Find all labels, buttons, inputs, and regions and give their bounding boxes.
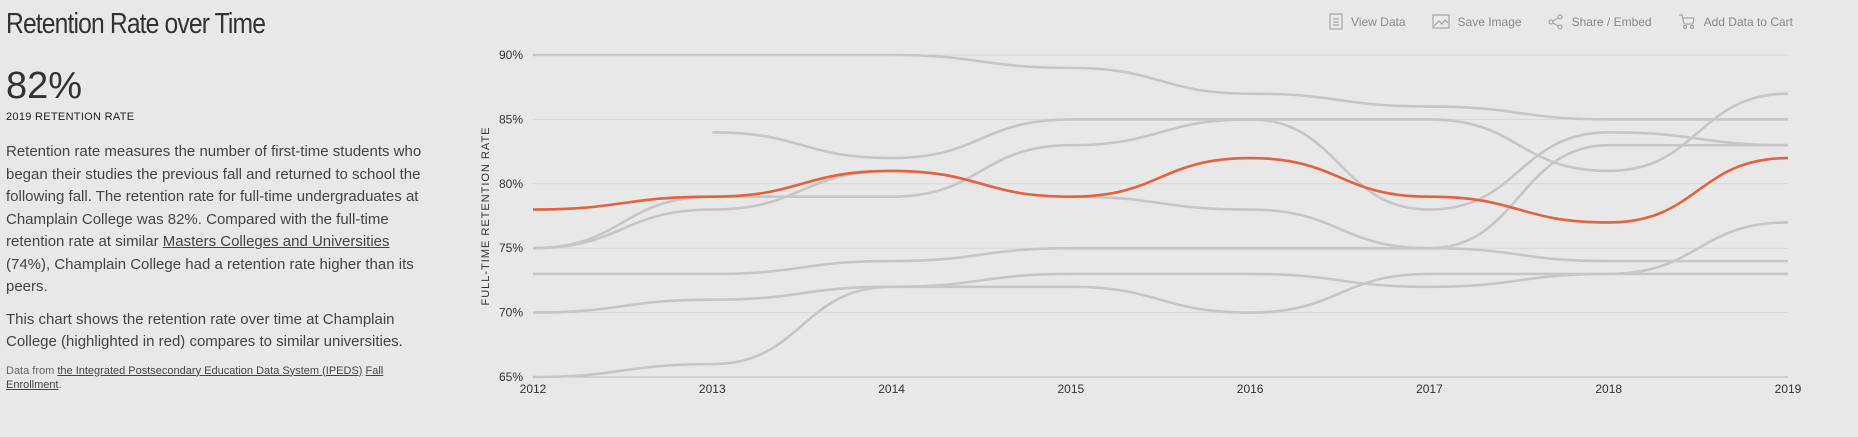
save-image-button[interactable]: Save Image — [1432, 13, 1522, 30]
text: Retention rate measures the number of fi… — [6, 143, 422, 250]
x-tick-label: 2019 — [1775, 382, 1802, 396]
x-tick-label: 2018 — [1595, 382, 1622, 396]
x-tick-label: 2016 — [1237, 382, 1264, 396]
y-tick-label: 85% — [499, 112, 523, 126]
x-tick-label: 2014 — [878, 382, 905, 396]
label: Add Data to Cart — [1703, 14, 1793, 29]
series-line — [532, 143, 1788, 250]
series-line — [533, 53, 1788, 121]
text: (74%), Champlain College had a retention… — [6, 255, 414, 296]
label: Save Image — [1457, 14, 1522, 29]
headline-label: 2019 RETENTION RATE — [6, 111, 135, 123]
y-tick-label: 70% — [499, 306, 523, 320]
description: This chart shows the retention rate over… — [6, 310, 403, 351]
y-tick-label: 80% — [499, 177, 523, 191]
x-tick-label: 2013 — [699, 382, 726, 396]
text: . — [58, 378, 62, 391]
x-tick-label: 2015 — [1058, 382, 1085, 396]
y-tick-label: 65% — [499, 370, 523, 384]
link[interactable]: Fall Enrollment — [6, 364, 384, 391]
icon — [1329, 13, 1343, 30]
x-tick-label: 2012 — [520, 382, 547, 396]
label: View Data — [1351, 14, 1406, 29]
series-line — [532, 156, 1789, 224]
text: Data from — [6, 364, 58, 377]
link[interactable]: Masters Colleges and Universities — [162, 233, 390, 250]
y-tick-label: 90% — [499, 48, 523, 62]
series-line — [532, 272, 1788, 314]
share-button[interactable]: Share / Embed — [1548, 13, 1652, 30]
icon — [1548, 14, 1563, 29]
y-tick-label: 75% — [499, 241, 523, 255]
icon — [1432, 14, 1450, 29]
y-axis-label: FULL-TIME RETENTION RATE — [480, 126, 492, 305]
view-data-button[interactable]: View Data — [1329, 13, 1406, 30]
info-panel: Retention Rate over Time 82% 2019 RETENT… — [6, 8, 426, 392]
description: Retention rate measures the number of fi… — [6, 141, 426, 299]
icon — [1678, 14, 1695, 29]
toolbar: View Data Save Image Share / Embed Add D… — [1329, 13, 1793, 30]
headline-value: 82% — [6, 65, 83, 107]
panel-title: Retention Rate over Time — [6, 8, 266, 40]
link[interactable]: the Integrated Postsecondary Education D… — [57, 364, 363, 377]
add-to-cart-button[interactable]: Add Data to Cart — [1678, 13, 1793, 30]
series-line — [532, 246, 1788, 276]
series-line — [532, 221, 1789, 379]
source: Data from the Integrated Postsecondary E… — [6, 364, 426, 392]
x-tick-label: 2017 — [1416, 382, 1443, 396]
label: Share / Embed — [1571, 14, 1652, 29]
